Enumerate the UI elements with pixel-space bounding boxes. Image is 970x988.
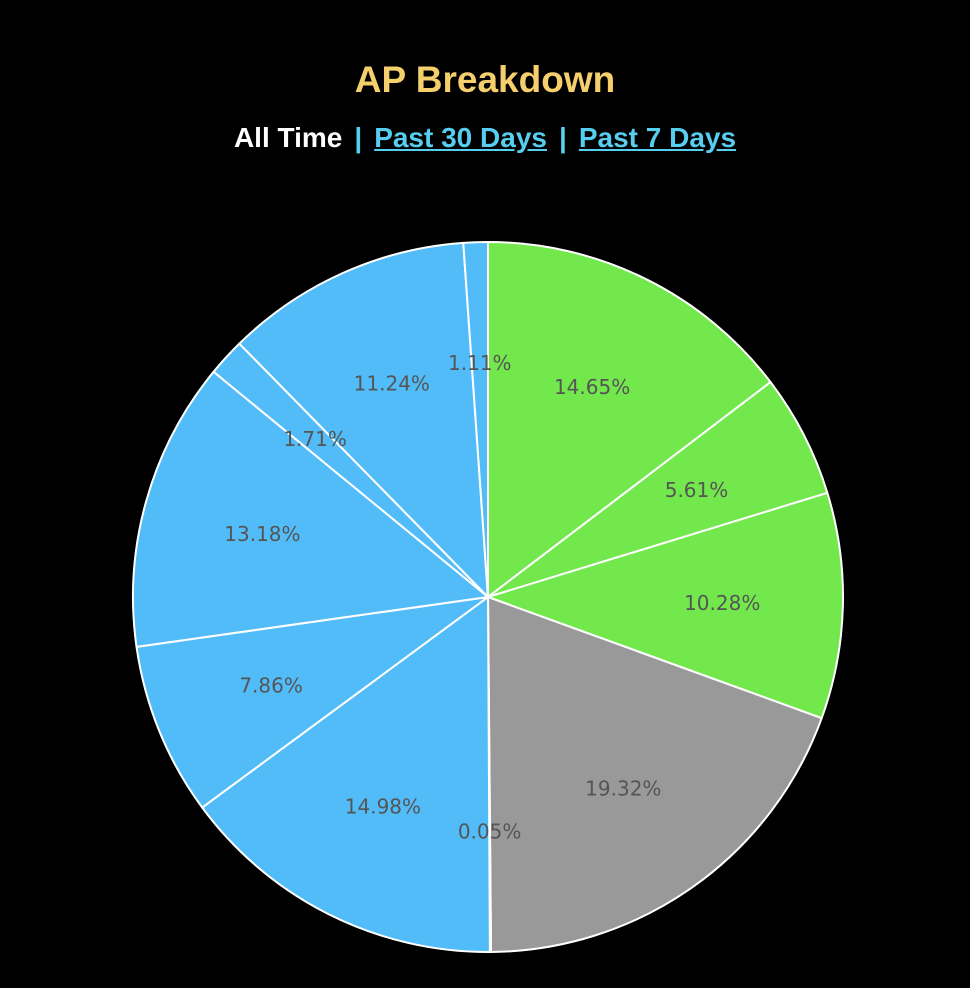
pie-slice-11[interactable] bbox=[462, 240, 489, 598]
slice-label-2: 5.61% bbox=[665, 478, 729, 502]
tab-past-30-days[interactable]: Past 30 Days bbox=[374, 122, 547, 153]
slice-label-10: 11.24% bbox=[354, 371, 430, 395]
slice-label-3: 10.28% bbox=[684, 591, 760, 615]
time-range-tabs: All Time | Past 30 Days | Past 7 Days bbox=[0, 121, 970, 155]
pie-slice-8[interactable] bbox=[132, 370, 489, 648]
pie-slice-4[interactable] bbox=[487, 596, 823, 953]
chart-header: AP Breakdown All Time | Past 30 Days | Past … bbox=[0, 0, 970, 155]
tab-all-time[interactable]: All Time bbox=[233, 122, 343, 153]
pie-slice-6[interactable] bbox=[201, 596, 491, 953]
slice-label-6: 14.98% bbox=[345, 794, 421, 818]
slice-label-1: 14.65% bbox=[554, 375, 630, 399]
page-title: AP Breakdown bbox=[354, 59, 616, 100]
pie-slice-1[interactable] bbox=[487, 241, 772, 598]
pie-slice-7[interactable] bbox=[135, 596, 489, 809]
slice-label-5: 0.05% bbox=[458, 819, 522, 843]
tab-past-7-days[interactable]: Past 7 Days bbox=[578, 122, 737, 153]
slice-label-9: 1.71% bbox=[283, 427, 347, 451]
slice-label-8: 13.18% bbox=[224, 522, 300, 546]
pie-slice-10[interactable] bbox=[238, 241, 489, 598]
pie-slices bbox=[132, 240, 845, 953]
slice-label-11: 1.11% bbox=[448, 351, 512, 375]
tab-separator: | bbox=[354, 122, 363, 153]
pie-slice-3[interactable] bbox=[487, 491, 845, 720]
pie-labels: 14.65% 5.61% 10.28% 19.32% 0.05% 14.98% 7.86% 1… bbox=[224, 351, 760, 844]
tab-separator: | bbox=[558, 122, 567, 153]
slice-label-4: 19.32% bbox=[585, 776, 661, 800]
slice-label-7: 7.86% bbox=[239, 674, 303, 698]
